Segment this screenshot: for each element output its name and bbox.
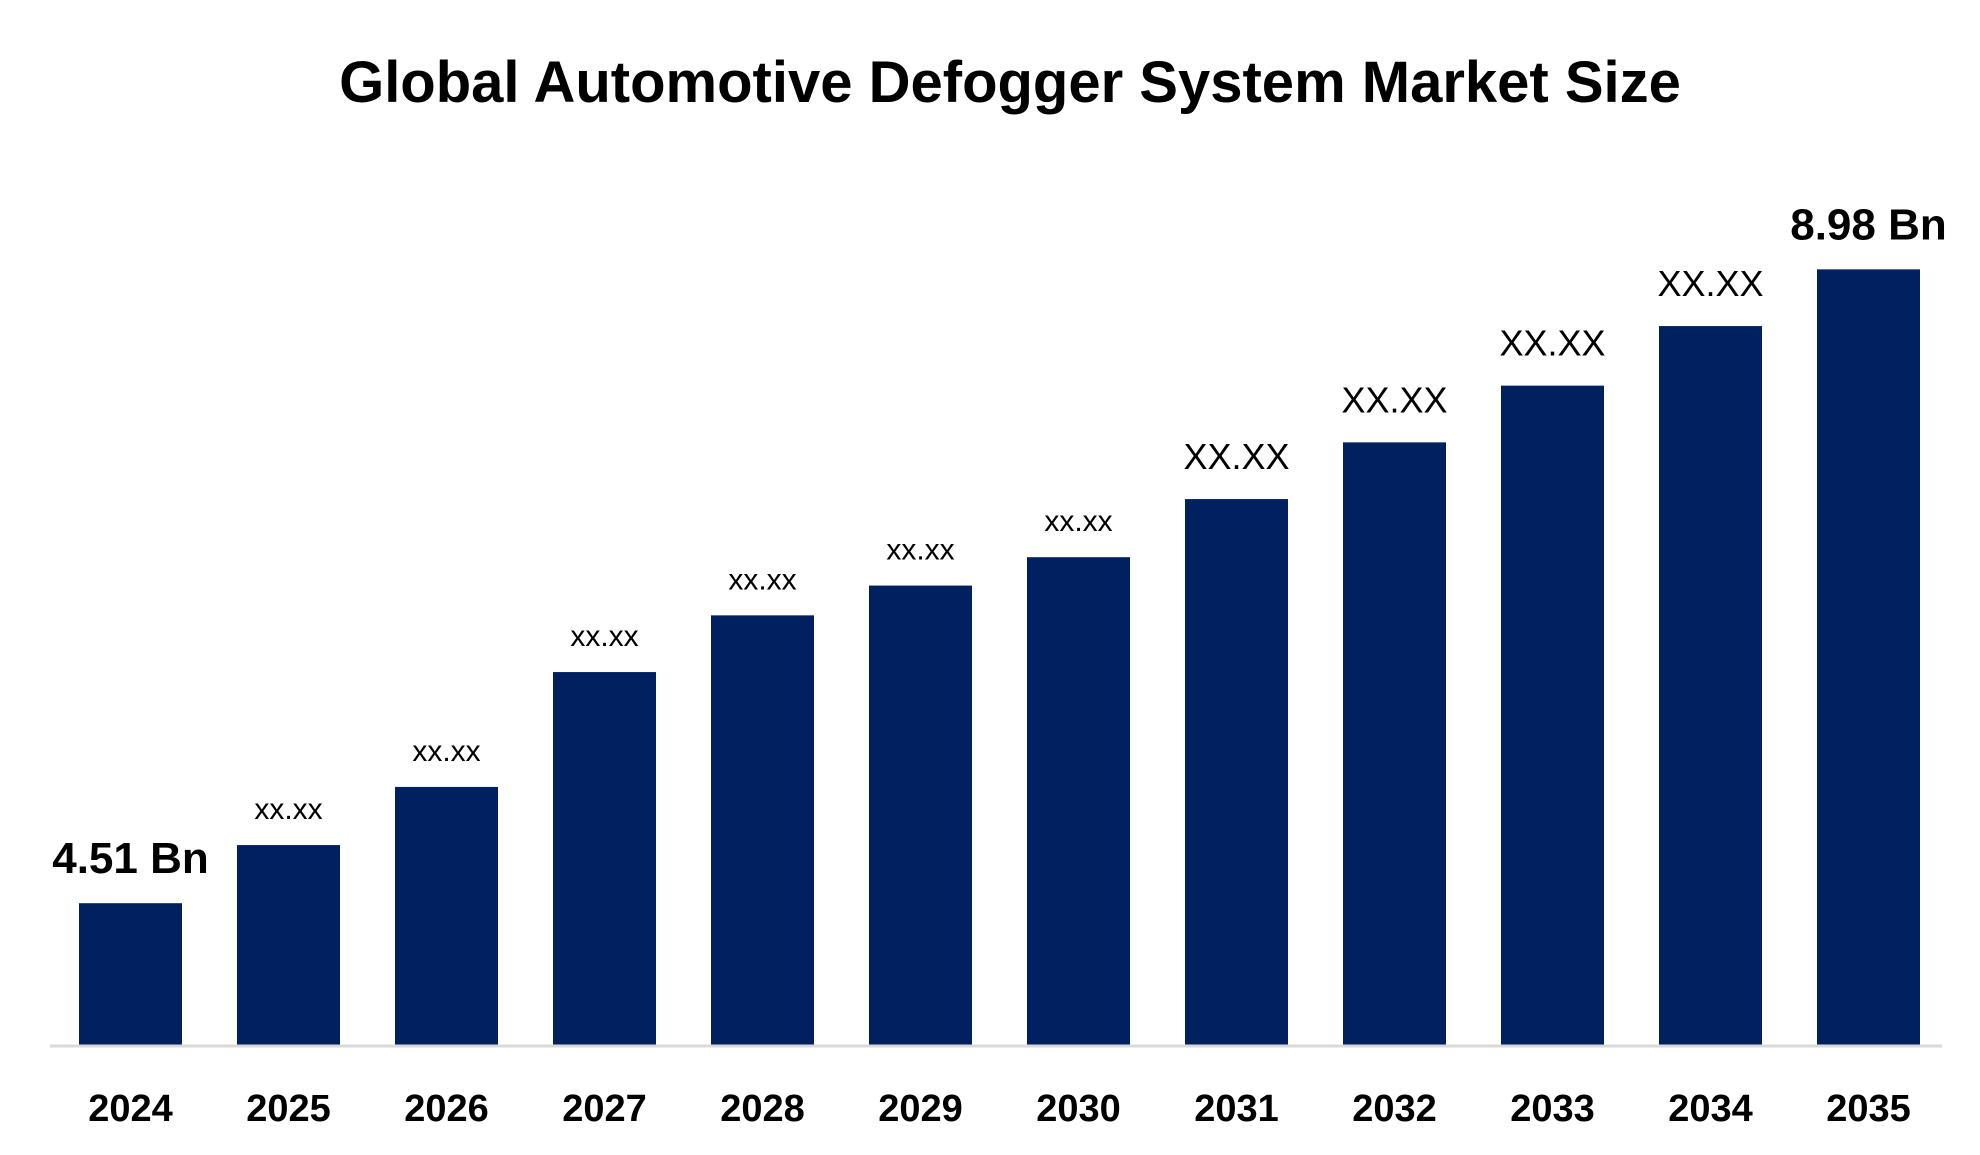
bar-2034 <box>1659 326 1762 1046</box>
x-tick-label: 2029 <box>878 1088 963 1130</box>
data-label: XX.XX <box>1657 263 1763 304</box>
bar-2031 <box>1185 499 1288 1045</box>
data-label: 4.51 Bn <box>52 834 209 883</box>
x-tick-label: 2026 <box>404 1088 489 1130</box>
data-label: xx.xx <box>570 620 638 653</box>
bar-2029 <box>869 585 972 1045</box>
data-label: XX.XX <box>1499 323 1605 364</box>
data-label: xx.xx <box>412 735 480 768</box>
data-label: XX.XX <box>1341 379 1447 420</box>
data-label: xx.xx <box>886 534 954 567</box>
x-tick-label: 2027 <box>562 1088 647 1130</box>
x-tick-label: 2034 <box>1668 1088 1753 1130</box>
data-label: xx.xx <box>1044 505 1112 538</box>
bar-2025 <box>237 845 340 1045</box>
bar-2035 <box>1817 269 1920 1045</box>
bar-2032 <box>1343 442 1446 1046</box>
bar-2027 <box>553 672 656 1045</box>
data-label: xx.xx <box>254 793 322 826</box>
x-tick-label: 2033 <box>1510 1088 1595 1130</box>
data-label: xx.xx <box>728 563 796 596</box>
bar-2026 <box>395 786 498 1045</box>
chart-title: Global Automotive Defogger System Market… <box>339 50 1681 115</box>
bar-2030 <box>1027 557 1130 1045</box>
x-tick-label: 2035 <box>1826 1088 1911 1130</box>
x-tick-label: 2030 <box>1036 1088 1121 1130</box>
x-tick-label: 2032 <box>1352 1088 1437 1130</box>
bar-2033 <box>1501 385 1604 1045</box>
x-tick-label: 2025 <box>246 1088 331 1130</box>
bar-2024 <box>79 903 182 1045</box>
data-label: XX.XX <box>1183 436 1289 477</box>
bar-2028 <box>711 615 814 1045</box>
data-label: 8.98 Bn <box>1790 200 1947 249</box>
x-tick-label: 2024 <box>88 1088 173 1130</box>
x-tick-label: 2031 <box>1194 1088 1279 1130</box>
x-tick-label: 2028 <box>720 1088 805 1130</box>
